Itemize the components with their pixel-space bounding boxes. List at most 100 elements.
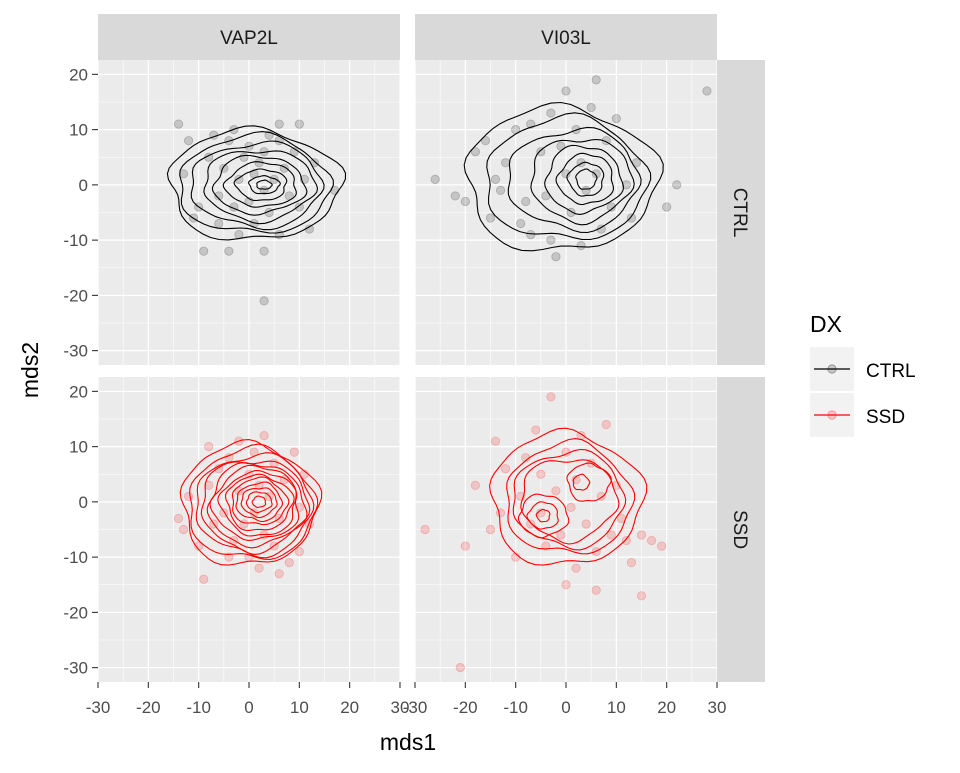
density-contour — [486, 112, 652, 241]
density-contour — [251, 495, 267, 509]
data-point — [591, 75, 601, 85]
y-tick-label: 10 — [69, 438, 88, 457]
strip-ssd — [717, 377, 765, 682]
data-point — [294, 547, 304, 557]
x-axis-title: mds1 — [380, 729, 436, 755]
data-point — [485, 524, 496, 535]
data-point — [470, 147, 480, 157]
x-tick-label: -20 — [453, 698, 478, 717]
data-point — [274, 119, 284, 129]
x-tick-label: -10 — [503, 698, 528, 717]
y-tick-label: -20 — [63, 603, 88, 622]
data-point — [556, 530, 566, 540]
data-point — [460, 196, 470, 207]
data-point — [636, 591, 647, 601]
density-contour — [506, 438, 636, 555]
density-contour — [240, 487, 278, 519]
x-tick-label: -10 — [186, 698, 211, 717]
data-point — [495, 185, 506, 195]
density-contour — [190, 140, 325, 231]
density-contour — [535, 508, 551, 523]
data-point — [490, 174, 501, 184]
legend: DX CTRL SSD — [810, 311, 916, 437]
density-contour — [166, 125, 347, 241]
data-point — [420, 524, 430, 535]
x-tick-label: 10 — [290, 698, 309, 717]
data-point — [521, 196, 531, 207]
data-point — [199, 246, 209, 256]
legend-label-ssd: SSD — [866, 407, 905, 428]
data-point — [561, 580, 571, 590]
data-point — [606, 530, 616, 540]
data-point — [546, 392, 556, 402]
legend-key-point — [827, 410, 837, 420]
data-point — [551, 252, 561, 262]
y-tick-label: -20 — [63, 286, 88, 305]
data-point — [526, 230, 536, 240]
data-point — [516, 218, 526, 229]
data-point — [672, 180, 682, 190]
density-contour — [224, 473, 295, 531]
panel-vi03l-ssd — [414, 377, 718, 682]
data-point — [581, 519, 591, 529]
data-point — [455, 663, 465, 673]
data-point — [294, 202, 304, 212]
data-point — [199, 574, 209, 584]
strip-label-vi03l: VI03L — [541, 28, 591, 49]
density-contour — [566, 161, 605, 197]
density-contour — [209, 464, 300, 541]
density-contour — [489, 427, 648, 566]
data-point — [702, 86, 712, 96]
density-contour — [526, 501, 559, 530]
y-tick-label: 0 — [79, 176, 88, 195]
strip-vap2l — [98, 14, 400, 60]
data-point — [621, 180, 632, 190]
data-point — [662, 202, 672, 212]
data-point — [606, 202, 616, 212]
data-point — [576, 241, 586, 251]
data-point — [526, 519, 536, 529]
panel-vi03l-ctrl — [414, 60, 718, 365]
density-contour — [520, 459, 620, 545]
data-point — [259, 246, 269, 256]
density-contour — [245, 491, 273, 514]
x-tick-label: 0 — [561, 698, 570, 717]
data-point — [657, 541, 667, 551]
density-contour — [566, 462, 612, 502]
data-point — [611, 113, 621, 124]
density-contour — [217, 470, 298, 537]
legend-title: DX — [810, 311, 842, 337]
data-point — [581, 185, 591, 195]
data-point — [224, 552, 234, 562]
panel-vap2l-ctrl — [97, 60, 401, 365]
strip-ctrl — [717, 60, 765, 365]
data-point — [480, 136, 491, 146]
data-point — [601, 419, 611, 430]
y-tick-label: -10 — [63, 548, 88, 567]
panel-content — [430, 75, 712, 262]
density-contour — [507, 126, 642, 234]
density-contour — [211, 154, 308, 216]
data-point — [224, 246, 234, 256]
legend-label-ctrl: CTRL — [866, 361, 916, 382]
data-point — [219, 163, 229, 173]
y-tick-label: -30 — [63, 659, 88, 678]
density-contour — [235, 481, 284, 523]
data-point — [646, 535, 657, 546]
panels-layer — [97, 60, 718, 682]
data-point — [178, 524, 189, 535]
data-point — [546, 108, 556, 118]
data-point — [536, 469, 546, 479]
x-tick-label: 0 — [244, 698, 253, 717]
y-tick-label: 10 — [69, 121, 88, 140]
data-point — [269, 174, 279, 184]
data-point — [551, 486, 561, 496]
data-point — [254, 563, 264, 573]
data-point — [546, 235, 556, 245]
density-contour — [544, 144, 624, 215]
data-point — [500, 158, 511, 168]
data-point — [329, 185, 340, 195]
data-point — [591, 585, 601, 595]
y-tick-label: 20 — [69, 65, 88, 84]
